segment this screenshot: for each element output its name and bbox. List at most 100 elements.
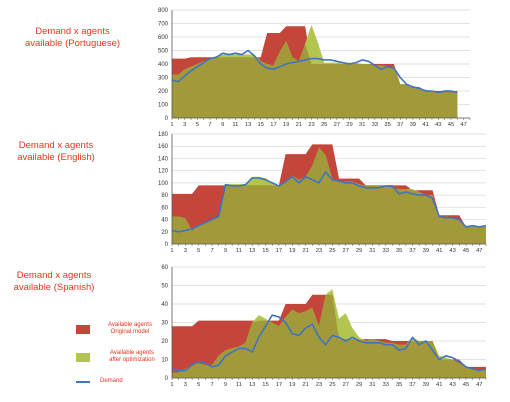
area-overlap-portuguese xyxy=(172,41,458,118)
x-tick-label-spanish: 35 xyxy=(396,382,402,388)
x-tick-label-spanish: 47 xyxy=(476,382,482,388)
x-tick-label-spanish: 27 xyxy=(342,382,348,388)
x-tick-label-spanish: 17 xyxy=(276,382,282,388)
x-tick-label-english: 45 xyxy=(463,248,469,254)
area-overlap-english xyxy=(172,147,486,244)
x-tick-label-english: 23 xyxy=(316,248,322,254)
y-tick-label-spanish: 10 xyxy=(161,358,168,364)
y-tick-label-portuguese: 500 xyxy=(158,49,169,55)
x-tick-label-spanish: 39 xyxy=(423,382,429,388)
x-tick-label-portuguese: 37 xyxy=(397,122,403,128)
line-demand-english xyxy=(171,171,487,233)
x-tick-label-english: 47 xyxy=(476,248,482,254)
x-tick-label-portuguese: 23 xyxy=(308,122,314,128)
x-tick-label-portuguese: 29 xyxy=(346,122,352,128)
y-tick-label-english: 160 xyxy=(158,144,169,150)
x-tick-label-portuguese: 15 xyxy=(258,122,264,128)
x-tick-label-english: 15 xyxy=(262,248,268,254)
x-tick-label-portuguese: 19 xyxy=(283,122,289,128)
x-tick-label-english: 31 xyxy=(369,248,375,254)
x-tick-label-spanish: 41 xyxy=(436,382,442,388)
y-tick-label-spanish: 60 xyxy=(161,265,168,271)
x-tick-label-portuguese: 3 xyxy=(183,122,186,128)
y-tick-label-english: 20 xyxy=(161,230,168,236)
x-tick-label-portuguese: 5 xyxy=(196,122,199,128)
x-tick-label-english: 9 xyxy=(224,248,227,254)
x-tick-label-spanish: 45 xyxy=(463,382,469,388)
x-tick-label-portuguese: 35 xyxy=(384,122,390,128)
x-tick-label-portuguese: 21 xyxy=(296,122,302,128)
x-tick-label-spanish: 3 xyxy=(184,382,187,388)
x-tick-label-english: 13 xyxy=(249,248,255,254)
x-tick-label-spanish: 13 xyxy=(249,382,255,388)
x-tick-label-english: 1 xyxy=(170,248,173,254)
y-tick-label-english: 60 xyxy=(161,205,168,211)
x-tick-label-english: 3 xyxy=(184,248,187,254)
x-tick-label-portuguese: 47 xyxy=(460,122,466,128)
y-tick-label-spanish: 30 xyxy=(161,321,168,327)
x-tick-label-spanish: 43 xyxy=(449,382,455,388)
y-tick-label-portuguese: 700 xyxy=(158,22,169,28)
y-tick-label-portuguese: 300 xyxy=(158,76,169,82)
y-tick-label-english: 40 xyxy=(161,218,168,224)
y-tick-label-english: 80 xyxy=(161,193,168,199)
x-tick-label-portuguese: 27 xyxy=(334,122,340,128)
x-tick-label-english: 7 xyxy=(210,248,213,254)
x-tick-label-portuguese: 7 xyxy=(208,122,211,128)
x-tick-label-english: 43 xyxy=(449,248,455,254)
x-tick-label-portuguese: 1 xyxy=(170,122,173,128)
x-tick-label-portuguese: 25 xyxy=(321,122,327,128)
y-tick-label-spanish: 20 xyxy=(161,339,168,345)
x-tick-label-portuguese: 43 xyxy=(435,122,441,128)
legend-label-demand: Demand xyxy=(100,378,123,384)
line-demand-spanish xyxy=(171,314,487,372)
x-tick-label-english: 27 xyxy=(342,248,348,254)
x-tick-label-english: 35 xyxy=(396,248,402,254)
chart-title-english: Demand x agents available (English) xyxy=(17,140,95,163)
legend-item-demand: Demand xyxy=(76,378,123,385)
y-tick-label-portuguese: 800 xyxy=(158,8,169,14)
x-tick-label-english: 5 xyxy=(197,248,200,254)
x-tick-label-english: 25 xyxy=(329,248,335,254)
y-tick-label-portuguese: 600 xyxy=(158,35,169,41)
x-tick-label-spanish: 31 xyxy=(369,382,375,388)
area-overlap-spanish xyxy=(172,294,486,378)
x-tick-label-portuguese: 11 xyxy=(232,122,238,128)
legend-swatch-optimized xyxy=(76,352,90,362)
x-tick-label-spanish: 11 xyxy=(236,382,242,388)
x-tick-label-spanish: 15 xyxy=(262,382,268,388)
x-tick-label-english: 39 xyxy=(423,248,429,254)
legend-item-optimized: Available agents after optimization xyxy=(76,350,164,364)
x-tick-label-english: 19 xyxy=(289,248,295,254)
x-tick-label-spanish: 5 xyxy=(197,382,200,388)
x-tick-label-spanish: 7 xyxy=(210,382,213,388)
x-tick-label-spanish: 37 xyxy=(409,382,415,388)
legend-swatch-original xyxy=(76,324,90,334)
x-tick-label-spanish: 33 xyxy=(383,382,389,388)
legend-item-original: Available agents Original model xyxy=(76,322,160,336)
y-tick-label-portuguese: 200 xyxy=(158,89,169,95)
x-tick-label-english: 29 xyxy=(356,248,362,254)
x-tick-label-spanish: 25 xyxy=(329,382,335,388)
x-tick-label-english: 33 xyxy=(383,248,389,254)
y-tick-label-english: 100 xyxy=(158,181,169,187)
y-tick-label-spanish: 50 xyxy=(161,284,168,290)
legend-swatch-demand xyxy=(76,380,90,383)
line-demand-portuguese xyxy=(171,49,458,94)
y-tick-label-spanish: 40 xyxy=(161,302,168,308)
x-tick-label-spanish: 29 xyxy=(356,382,362,388)
y-tick-label-english: 140 xyxy=(158,156,169,162)
x-tick-label-spanish: 21 xyxy=(302,382,308,388)
x-tick-label-portuguese: 31 xyxy=(359,122,365,128)
x-tick-label-english: 21 xyxy=(302,248,308,254)
x-tick-label-portuguese: 13 xyxy=(245,122,251,128)
chart-title-spanish: Demand x agents available (Spanish) xyxy=(13,270,95,293)
x-tick-label-english: 41 xyxy=(436,248,442,254)
x-tick-label-portuguese: 39 xyxy=(410,122,416,128)
chart-title-portuguese: Demand x agents available (Portuguese) xyxy=(24,26,121,49)
y-tick-label-spanish: 0 xyxy=(165,376,169,382)
x-tick-label-portuguese: 33 xyxy=(372,122,378,128)
x-tick-label-english: 17 xyxy=(276,248,282,254)
y-tick-label-english: 180 xyxy=(158,132,169,138)
